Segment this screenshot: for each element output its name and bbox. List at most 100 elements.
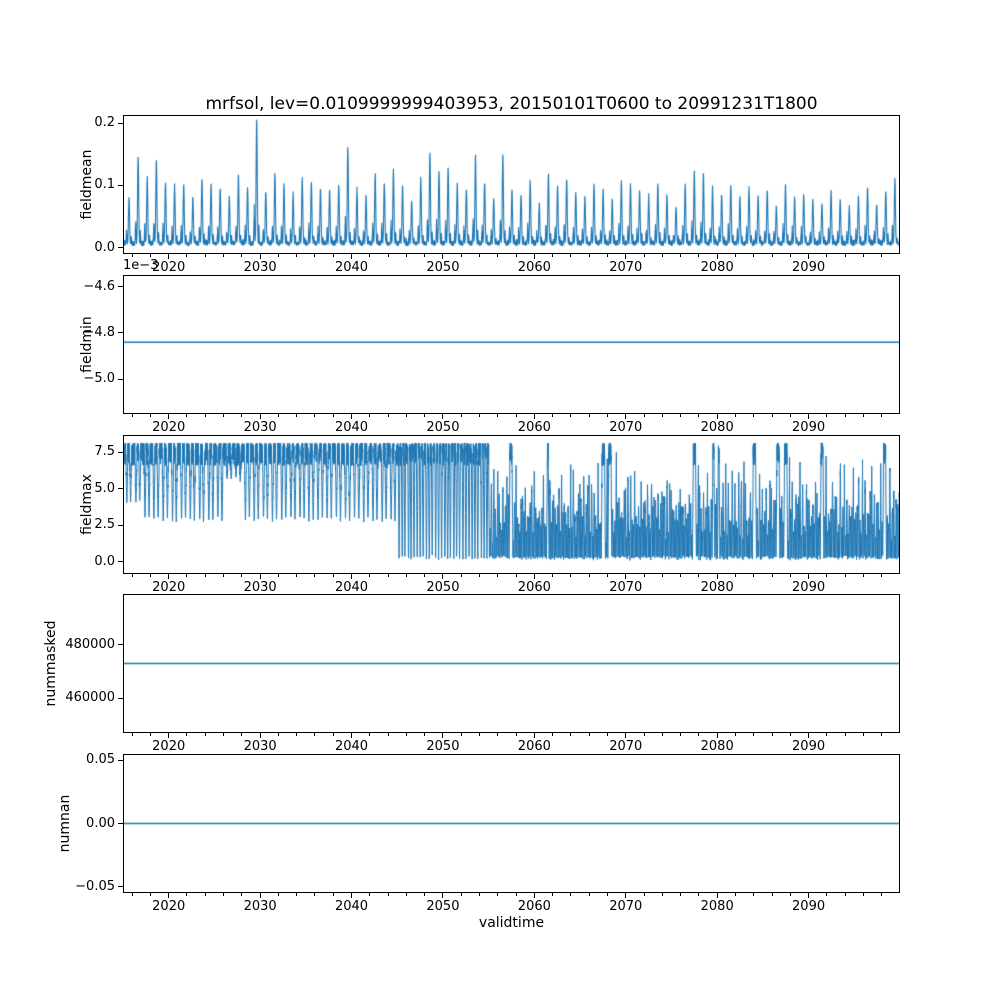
x-minor-tick [149, 893, 151, 896]
y-tick-label: 0.05 [86, 752, 115, 768]
x-minor-tick [149, 414, 151, 417]
x-major-tick [259, 574, 261, 579]
x-axis-label: validtime [478, 915, 545, 931]
y-axis-label-fieldmin: fieldmin [79, 316, 95, 373]
x-minor-tick [405, 733, 407, 736]
x-tick-label: 2070 [609, 260, 643, 275]
x-tick-label: 2020 [152, 420, 186, 435]
x-minor-tick [680, 254, 682, 257]
x-major-tick [442, 254, 444, 259]
x-minor-tick [826, 893, 828, 896]
x-tick-label: 2040 [334, 739, 369, 754]
x-tick-label: 2080 [700, 739, 734, 754]
x-tick-label: 2060 [517, 260, 551, 275]
x-minor-tick [789, 893, 791, 896]
x-minor-tick [606, 254, 608, 257]
x-tick-label: 2080 [700, 580, 734, 595]
x-minor-tick [314, 733, 316, 736]
x-tick-label: 2040 [334, 420, 369, 435]
x-major-tick [808, 893, 810, 898]
x-minor-tick [771, 414, 773, 417]
x-minor-tick [332, 893, 334, 896]
x-major-tick [351, 893, 353, 898]
x-tick-label: 2080 [700, 260, 734, 275]
x-minor-tick [789, 574, 791, 577]
y-major-tick [118, 122, 123, 124]
x-minor-tick [497, 733, 499, 736]
x-minor-tick [515, 574, 517, 577]
y-major-tick [118, 451, 123, 453]
x-minor-tick [460, 574, 462, 577]
x-minor-tick [405, 893, 407, 896]
x-tick-label: 2030 [243, 580, 277, 595]
x-minor-tick [643, 254, 645, 257]
x-major-tick [533, 893, 535, 898]
x-major-tick [442, 733, 444, 738]
x-minor-tick [588, 733, 590, 736]
x-minor-tick [424, 733, 426, 736]
x-minor-tick [734, 414, 736, 417]
x-minor-tick [277, 254, 279, 257]
x-tick-label: 2060 [517, 899, 551, 914]
x-minor-tick [698, 893, 700, 896]
y-tick-label: 5.0 [94, 480, 115, 496]
x-minor-tick [131, 414, 133, 417]
y-tick-label: 0.00 [86, 815, 115, 831]
x-minor-tick [332, 733, 334, 736]
axes-fieldmean [123, 115, 900, 254]
x-tick-label: 2020 [152, 580, 186, 595]
x-minor-tick [862, 733, 864, 736]
x-major-tick [168, 574, 170, 579]
x-major-tick [716, 414, 718, 419]
x-major-tick [442, 574, 444, 579]
x-minor-tick [515, 414, 517, 417]
x-minor-tick [277, 574, 279, 577]
x-minor-tick [314, 414, 316, 417]
x-minor-tick [405, 574, 407, 577]
x-major-tick [168, 414, 170, 419]
x-minor-tick [881, 574, 883, 577]
y-tick-label: −4.8 [83, 324, 115, 340]
x-minor-tick [844, 254, 846, 257]
x-minor-tick [680, 414, 682, 417]
x-minor-tick [588, 414, 590, 417]
x-tick-label: 2040 [334, 899, 369, 914]
x-minor-tick [241, 893, 243, 896]
x-tick-label: 2070 [609, 420, 643, 435]
x-minor-tick [387, 254, 389, 257]
x-minor-tick [661, 733, 663, 736]
x-minor-tick [753, 893, 755, 896]
x-major-tick [259, 733, 261, 738]
x-tick-label: 2090 [792, 260, 826, 275]
x-minor-tick [698, 414, 700, 417]
x-tick-label: 2050 [426, 260, 460, 275]
x-minor-tick [314, 893, 316, 896]
x-minor-tick [369, 733, 371, 736]
x-minor-tick [223, 893, 225, 896]
x-tick-label: 2060 [517, 739, 551, 754]
x-tick-label: 2060 [517, 580, 551, 595]
x-minor-tick [552, 893, 554, 896]
x-major-tick [808, 733, 810, 738]
x-minor-tick [881, 733, 883, 736]
x-minor-tick [497, 574, 499, 577]
x-minor-tick [405, 254, 407, 257]
x-tick-label: 2020 [152, 260, 186, 275]
x-minor-tick [826, 574, 828, 577]
x-tick-label: 2050 [426, 899, 460, 914]
x-major-tick [716, 893, 718, 898]
x-major-tick [716, 733, 718, 738]
x-tick-label: 2080 [700, 899, 734, 914]
x-minor-tick [862, 893, 864, 896]
x-minor-tick [606, 893, 608, 896]
x-minor-tick [204, 414, 206, 417]
x-minor-tick [241, 574, 243, 577]
x-minor-tick [753, 733, 755, 736]
x-major-tick [533, 254, 535, 259]
x-tick-label: 2050 [426, 739, 460, 754]
x-minor-tick [204, 733, 206, 736]
x-minor-tick [680, 733, 682, 736]
y-tick-label: −4.6 [83, 278, 115, 294]
x-minor-tick [479, 254, 480, 257]
